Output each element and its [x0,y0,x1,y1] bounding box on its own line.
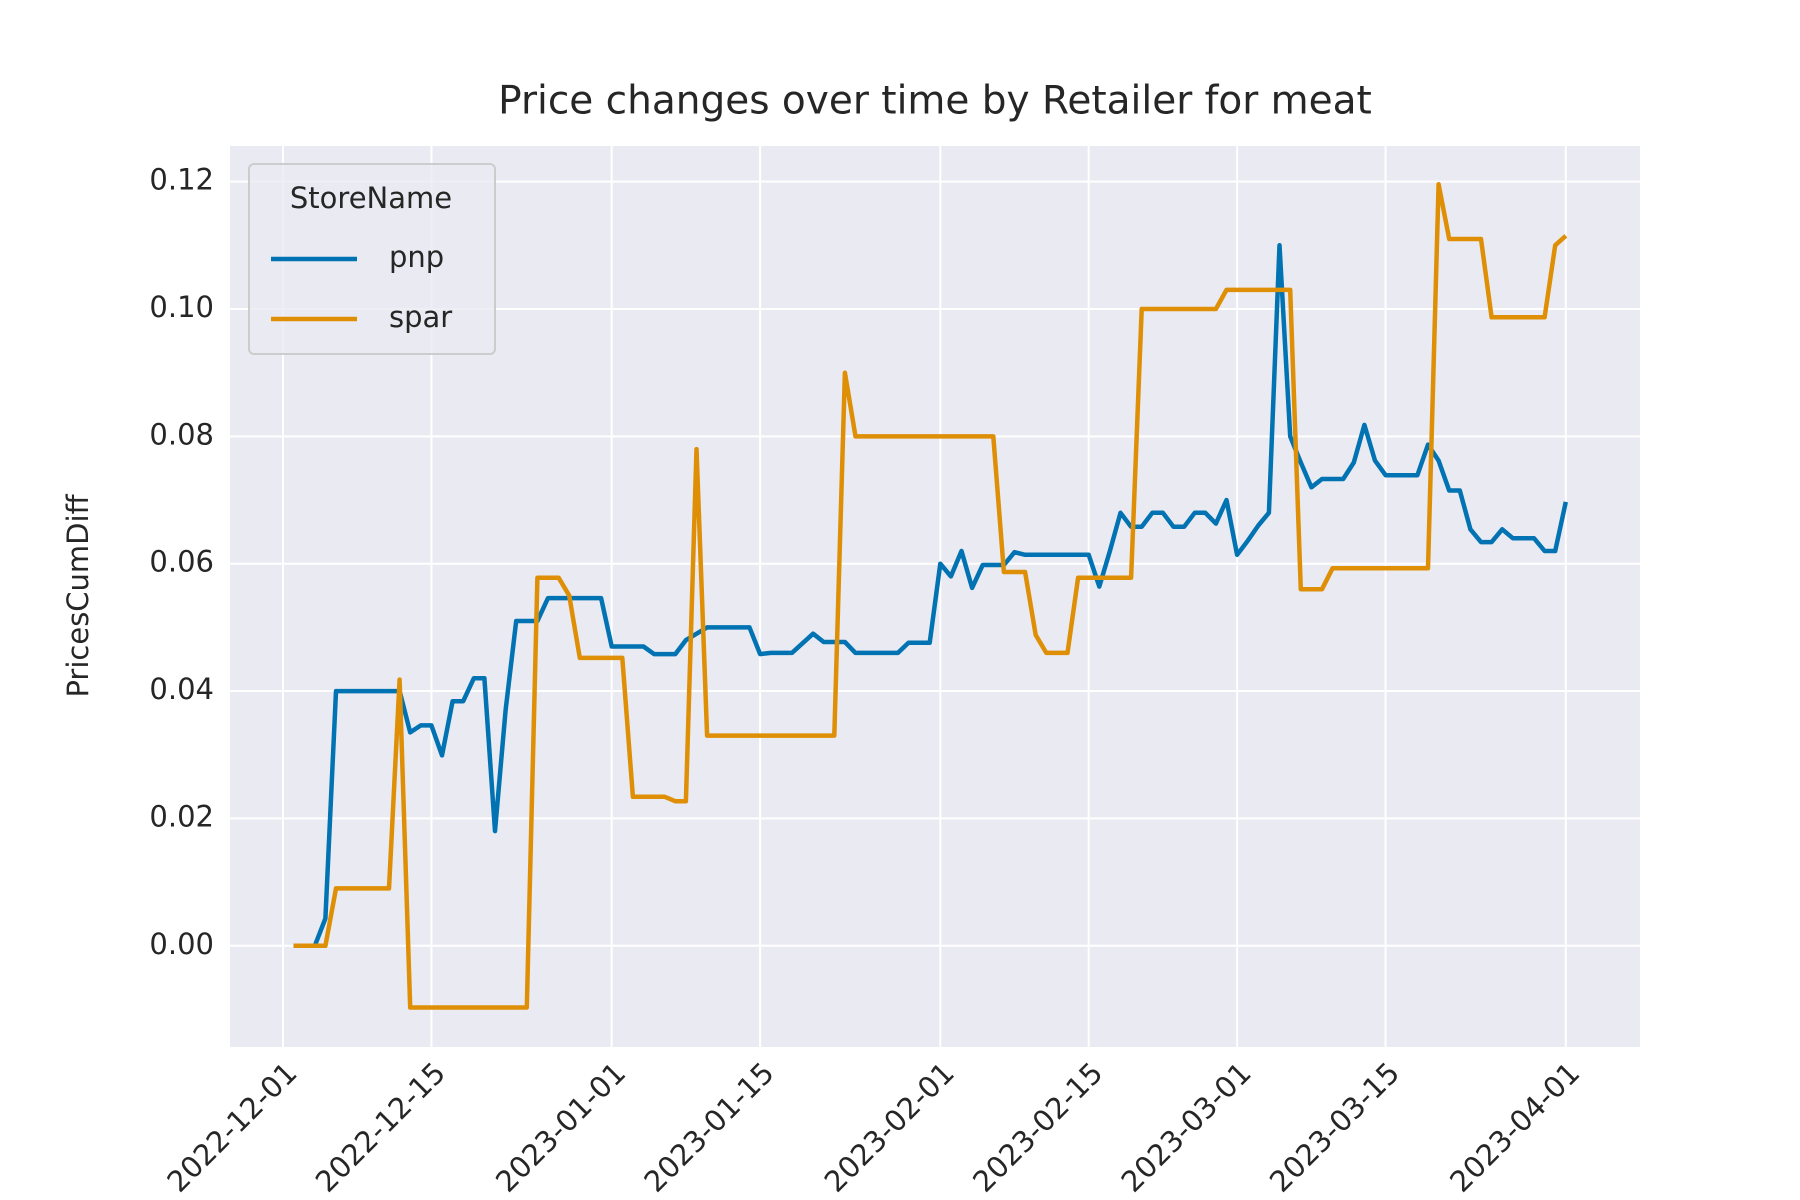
x-tick-label: 2023-03-01 [1115,1056,1258,1199]
chart-title: Price changes over time by Retailer for … [498,79,1372,124]
legend-title: StoreName [290,181,452,215]
x-tick-label: 2022-12-15 [309,1056,452,1199]
x-tick-label: 2023-01-01 [489,1056,632,1199]
y-tick-label: 0.12 [149,163,214,197]
y-axis-label: PricesCumDiff [61,493,95,697]
y-tick-label: 0.02 [149,799,214,833]
line [293,181,1568,1010]
legend-box [248,163,496,355]
x-tick-label: 2023-02-01 [818,1056,961,1199]
y-tick-label: 0.06 [149,545,214,579]
legend-label: spar [389,300,452,334]
y-tick-label: 0.00 [149,927,214,961]
x-tick-label: 2023-02-15 [966,1056,1109,1199]
y-tick-label: 0.08 [149,417,214,451]
line [293,243,1568,949]
x-tick-label: 2023-01-15 [637,1056,780,1199]
x-tick-label: 2022-12-01 [160,1056,303,1199]
legend-label: pnp [389,240,444,274]
x-tick-label: 2023-04-01 [1443,1056,1586,1199]
x-tick-label: 2023-03-15 [1263,1056,1406,1199]
y-tick-label: 0.10 [149,290,214,324]
y-tick-label: 0.04 [149,672,214,706]
